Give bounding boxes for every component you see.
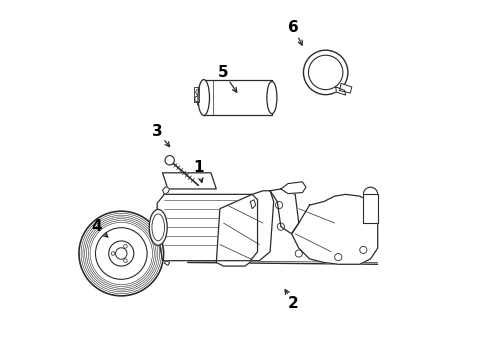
Text: 2: 2 — [288, 296, 299, 311]
Circle shape — [197, 101, 202, 106]
Circle shape — [303, 50, 348, 95]
Polygon shape — [157, 194, 258, 261]
Text: 4: 4 — [91, 219, 101, 234]
Circle shape — [196, 89, 202, 95]
Ellipse shape — [267, 81, 277, 114]
Polygon shape — [364, 194, 378, 223]
Polygon shape — [336, 87, 346, 95]
Text: 6: 6 — [288, 20, 299, 35]
Text: 3: 3 — [152, 124, 163, 139]
Polygon shape — [281, 182, 306, 194]
Ellipse shape — [149, 210, 167, 245]
Circle shape — [154, 223, 163, 231]
Polygon shape — [292, 194, 378, 264]
Polygon shape — [270, 189, 299, 234]
Circle shape — [165, 156, 174, 165]
Polygon shape — [163, 173, 216, 189]
Text: 5: 5 — [218, 65, 229, 80]
Circle shape — [195, 96, 200, 102]
Polygon shape — [216, 191, 274, 266]
Polygon shape — [164, 261, 170, 265]
Text: 1: 1 — [193, 160, 204, 175]
Polygon shape — [204, 80, 272, 116]
Ellipse shape — [198, 80, 210, 116]
Polygon shape — [163, 186, 170, 194]
Polygon shape — [340, 84, 352, 93]
